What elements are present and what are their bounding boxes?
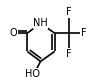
Text: F: F: [66, 7, 72, 17]
Text: O: O: [9, 28, 17, 38]
Text: F: F: [81, 28, 87, 38]
Text: HO: HO: [25, 69, 40, 79]
Text: F: F: [66, 49, 72, 59]
Text: NH: NH: [33, 18, 48, 28]
